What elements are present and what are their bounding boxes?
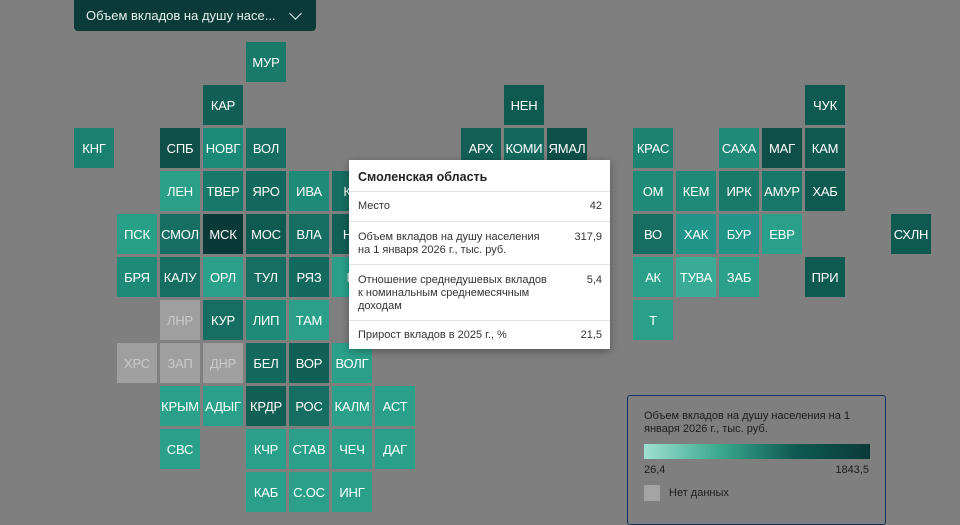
region-tile[interactable]: ХРС — [117, 343, 157, 383]
tooltip-row-value: 317,9 — [574, 231, 602, 243]
tooltip-row-value: 21,5 — [580, 328, 602, 341]
tooltip-row-value: 42 — [589, 200, 602, 212]
region-tile[interactable]: АК — [633, 257, 673, 297]
region-tile[interactable]: ИНГ — [332, 472, 372, 512]
tooltip-row-label: Отношение среднедушевых вкладов к номина… — [358, 274, 547, 312]
region-tile[interactable]: КНГ — [74, 128, 114, 168]
region-tile[interactable]: КУР — [203, 300, 243, 340]
region-tooltip: Смоленская область Место 42 Объем вкладо… — [349, 160, 610, 349]
region-tile[interactable]: ИРК — [719, 171, 759, 211]
region-tile[interactable]: ЕВР — [762, 214, 802, 254]
region-tile[interactable]: СПБ — [160, 128, 200, 168]
region-tile[interactable]: БЕЛ — [246, 343, 286, 383]
region-tile[interactable]: СТАВ — [289, 429, 329, 469]
region-tile[interactable]: ИВА — [289, 171, 329, 211]
region-tile[interactable]: АСТ — [375, 386, 415, 426]
region-tile[interactable]: ВОЛ — [246, 128, 286, 168]
region-tile[interactable]: МОС — [246, 214, 286, 254]
region-tile[interactable]: АМУР — [762, 171, 802, 211]
region-tile[interactable]: ЧЕЧ — [332, 429, 372, 469]
tooltip-row-label: Прирост вкладов в 2025 г., % — [358, 328, 507, 341]
region-tile[interactable]: ТВЕР — [203, 171, 243, 211]
legend-title: Объем вкладов на душу населения на 1 янв… — [644, 410, 850, 435]
region-tile[interactable]: ЛИП — [246, 300, 286, 340]
region-tile[interactable]: ЗАБ — [719, 257, 759, 297]
region-tile[interactable]: ТАМ — [289, 300, 329, 340]
map-legend: Объем вкладов на душу населения на 1 янв… — [627, 395, 886, 525]
legend-color-scale — [644, 444, 870, 459]
region-tile[interactable]: СХЛН — [891, 214, 931, 254]
region-tile[interactable]: С.ОС — [289, 472, 329, 512]
region-tile[interactable]: КАБ — [246, 472, 286, 512]
tooltip-row: Объем вкладов на душу населения на 1 янв… — [349, 222, 610, 265]
region-tile[interactable]: ТУЛ — [246, 257, 286, 297]
region-tile[interactable]: Т — [633, 300, 673, 340]
region-tile[interactable]: СМОЛ — [160, 214, 200, 254]
region-tile[interactable]: ХАБ — [805, 171, 845, 211]
region-tile[interactable]: ОРЛ — [203, 257, 243, 297]
region-tile[interactable]: ЗАП — [160, 343, 200, 383]
region-tile[interactable]: КАЛУ — [160, 257, 200, 297]
region-tile[interactable]: ЯРО — [246, 171, 286, 211]
region-tile[interactable]: БУР — [719, 214, 759, 254]
region-tile[interactable]: МСК — [203, 214, 243, 254]
region-tile[interactable]: СВС — [160, 429, 200, 469]
region-tile[interactable]: РЯЗ — [289, 257, 329, 297]
no-data-label: Нет данных — [669, 487, 729, 499]
region-tile[interactable]: КАР — [203, 85, 243, 125]
tooltip-row-label: Объем вкладов на душу населения на 1 янв… — [358, 231, 540, 256]
tooltip-row-label: Место — [358, 200, 390, 212]
tooltip-row: Отношение среднедушевых вкладов к номина… — [349, 265, 610, 321]
region-tile[interactable]: МУР — [246, 42, 286, 82]
indicator-dropdown[interactable]: Объем вкладов на душу насе... — [74, 0, 316, 31]
region-tile[interactable]: ЧУК — [805, 85, 845, 125]
region-tile[interactable]: ОМ — [633, 171, 673, 211]
region-tile[interactable]: ЛНР — [160, 300, 200, 340]
indicator-dropdown-label: Объем вкладов на душу насе... — [86, 8, 276, 23]
tooltip-title: Смоленская область — [349, 160, 610, 192]
tooltip-row: Прирост вкладов в 2025 г., % 21,5 — [349, 321, 610, 349]
region-tile[interactable]: ДНР — [203, 343, 243, 383]
region-tile[interactable]: БРЯ — [117, 257, 157, 297]
region-tile[interactable]: ВО — [633, 214, 673, 254]
no-data-swatch — [644, 485, 660, 501]
region-tile[interactable]: ВОЛГ — [332, 343, 372, 383]
region-tile[interactable]: АДЫГ — [203, 386, 243, 426]
tooltip-row: Место 42 — [349, 192, 610, 222]
region-tile[interactable]: ХАК — [676, 214, 716, 254]
region-tile[interactable]: ПРИ — [805, 257, 845, 297]
region-tile[interactable]: ТУВА — [676, 257, 716, 297]
region-tile[interactable]: ВЛА — [289, 214, 329, 254]
region-tile[interactable]: КАМ — [805, 128, 845, 168]
legend-max-value: 1843,5 — [835, 464, 869, 476]
region-tile[interactable]: КЧР — [246, 429, 286, 469]
legend-min-value: 26,4 — [644, 464, 666, 476]
region-tile[interactable]: НЕН — [504, 85, 544, 125]
region-tile[interactable]: МАГ — [762, 128, 802, 168]
region-tile[interactable]: ПСК — [117, 214, 157, 254]
region-tile[interactable]: ВОР — [289, 343, 329, 383]
chevron-down-icon — [289, 6, 302, 20]
region-tile[interactable]: ЛЕН — [160, 171, 200, 211]
region-tile[interactable]: КРАС — [633, 128, 673, 168]
region-tile[interactable]: ДАГ — [375, 429, 415, 469]
region-tile[interactable]: САХА — [719, 128, 759, 168]
region-tile[interactable]: КРЫМ — [160, 386, 200, 426]
region-tile[interactable]: КЕМ — [676, 171, 716, 211]
region-tile[interactable]: КАЛМ — [332, 386, 372, 426]
region-tile[interactable]: РОС — [289, 386, 329, 426]
tooltip-row-value: 5,4 — [586, 274, 602, 286]
region-tile[interactable]: КРДР — [246, 386, 286, 426]
region-tile[interactable]: НОВГ — [203, 128, 243, 168]
